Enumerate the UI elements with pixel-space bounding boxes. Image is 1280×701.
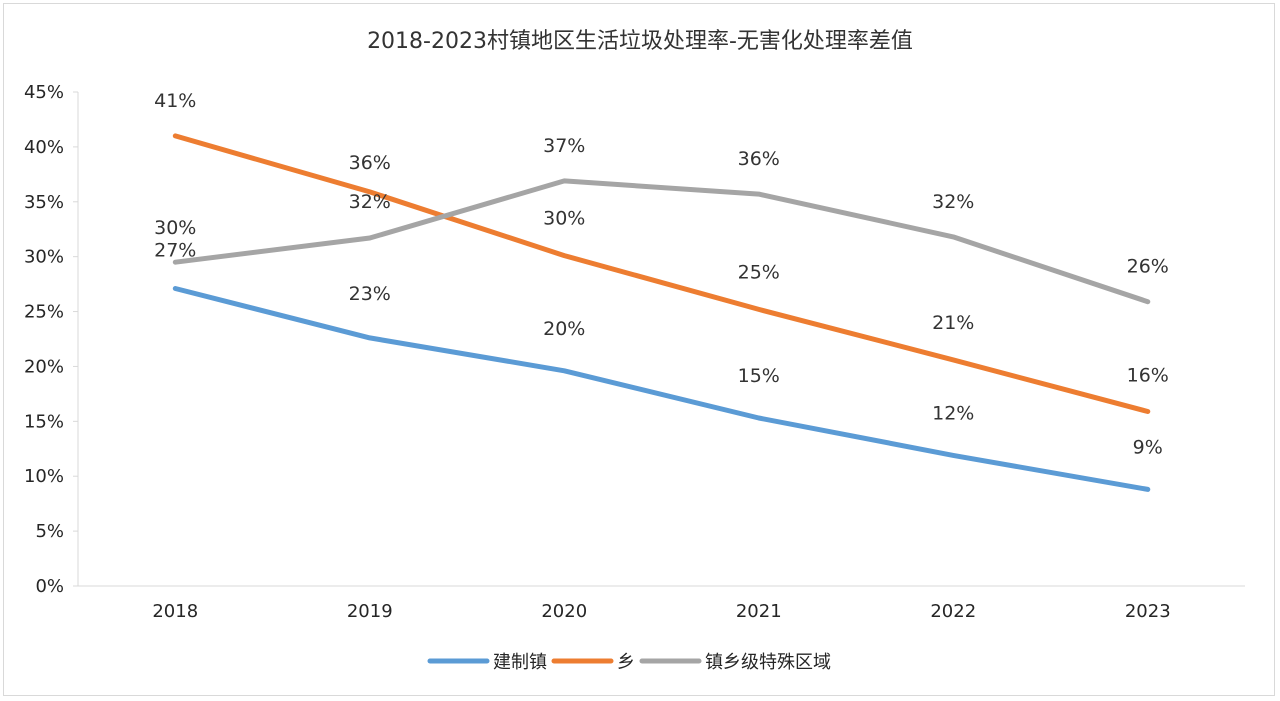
axes: 0% 5% 10% 15% 20% 25% 30% 35% 40% 45% 2018 2019 2020…	[24, 82, 1245, 622]
legend: 建制镇 乡 镇乡级特殊区域	[427, 652, 831, 673]
x-tick-label: 2019	[347, 601, 393, 622]
data-label: 25%	[738, 261, 780, 283]
data-label: 16%	[1127, 364, 1169, 386]
data-label: 30%	[543, 208, 585, 230]
data-label: 15%	[738, 365, 780, 387]
data-label: 37%	[543, 135, 585, 157]
data-label: 23%	[349, 283, 391, 305]
legend-label: 建制镇	[493, 652, 547, 673]
data-label: 9%	[1133, 436, 1163, 458]
x-tick-label: 2022	[930, 601, 976, 622]
data-label: 30%	[154, 217, 196, 239]
y-tick-label: 15%	[24, 411, 64, 432]
series-group	[172, 133, 1151, 492]
series-line-2	[172, 133, 1151, 414]
legend-label: 镇乡级特殊区域	[705, 652, 831, 673]
data-label: 26%	[1127, 256, 1169, 278]
data-label: 41%	[154, 90, 196, 112]
data-labels: 27% 23% 20% 15% 12% 9% 41% 36% 30% 25% 21% 16% 30% 32…	[154, 90, 1169, 458]
series-line-3	[172, 178, 1151, 305]
x-tick-label: 2018	[152, 601, 198, 622]
data-label: 21%	[932, 312, 974, 334]
data-label: 36%	[349, 152, 391, 174]
y-tick-label: 45%	[24, 82, 64, 103]
data-label: 36%	[738, 148, 780, 170]
chart-title: 2018-2023村镇地区生活垃圾处理率-无害化处理率差值	[367, 29, 913, 54]
series-line-1	[172, 286, 1151, 492]
data-label: 27%	[154, 240, 196, 262]
y-tick-label: 35%	[24, 192, 64, 213]
x-tick-label: 2021	[736, 601, 782, 622]
data-label: 32%	[932, 191, 974, 213]
legend-label: 乡	[617, 652, 635, 673]
x-tick-label: 2023	[1125, 601, 1171, 622]
y-tick-label: 30%	[24, 247, 64, 268]
y-tick-label: 25%	[24, 302, 64, 323]
data-label: 32%	[349, 191, 391, 213]
x-tick-label: 2020	[541, 601, 587, 622]
data-label: 20%	[543, 318, 585, 340]
y-tick-label: 5%	[35, 521, 64, 542]
y-tick-label: 10%	[24, 466, 64, 487]
y-tick-label: 40%	[24, 137, 64, 158]
y-tick-label: 20%	[24, 356, 64, 377]
data-label: 12%	[932, 402, 974, 424]
y-tick-label: 0%	[35, 576, 64, 597]
chart-frame	[3, 3, 1275, 696]
